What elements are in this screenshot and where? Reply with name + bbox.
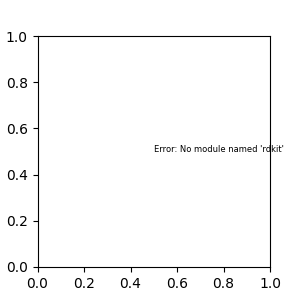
- Text: Error: No module named 'rdkit': Error: No module named 'rdkit': [154, 145, 284, 154]
